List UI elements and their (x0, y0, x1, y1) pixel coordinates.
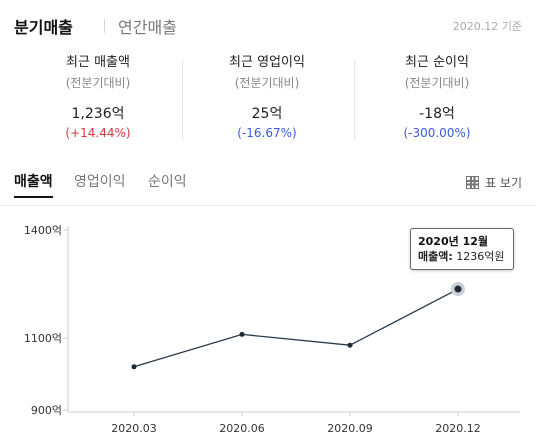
summary-sub: (전분기대비) (404, 76, 470, 90)
x-tick-label: 2020.09 (327, 422, 373, 435)
summary-operating-profit: 최근 영업이익 (전분기대비) 25억 (-16.67%) (178, 54, 356, 142)
y-tick-label: 1100억 (24, 332, 62, 345)
summary-net-income: 최근 순이익 (전분기대비) -18억 (-300.00%) (348, 54, 526, 142)
table-view-label: 표 보기 (485, 176, 522, 190)
header: 분기매출 연간매출 2020.12 기준 (14, 14, 522, 40)
y-tick-label: 900억 (31, 404, 62, 417)
x-tick-label: 2020.03 (111, 422, 157, 435)
tooltip-title: 2020년 12월 (418, 235, 488, 248)
tab-separator (104, 19, 105, 33)
tab-annual-sales[interactable]: 연간매출 (118, 18, 177, 37)
series-line (133, 288, 459, 368)
summary-value: 1,236억 (71, 106, 125, 122)
metric-tabs: 매출액 영업이익 순이익 표 보기 (14, 172, 522, 200)
chart-tooltip: 2020년 12월 매출액: 1236억원 (410, 228, 514, 270)
summary-sub: (전분기대비) (234, 76, 300, 90)
tab-revenue[interactable]: 매출액 (14, 172, 53, 198)
tab-net-income[interactable]: 순이익 (148, 174, 187, 190)
summary-value: 25억 (251, 106, 283, 122)
data-point (347, 342, 353, 348)
basis-date: 2020.12 기준 (452, 20, 522, 33)
summary-sub: (전분기대비) (65, 76, 131, 90)
summary-panel: 최근 매출액 (전분기대비) 1,236억 (+14.44%) 최근 영업이익 … (0, 54, 536, 142)
summary-change: (-300.00%) (403, 126, 471, 140)
summary-revenue: 최근 매출액 (전분기대비) 1,236억 (+14.44%) (9, 54, 187, 142)
tooltip-value: 1236억원 (456, 250, 505, 263)
summary-divider (354, 60, 355, 140)
summary-change: (+14.44%) (65, 126, 131, 140)
data-point (239, 331, 245, 337)
tooltip-row: 매출액: 1236억원 (418, 249, 506, 264)
data-point (131, 364, 137, 370)
x-tick-label: 2020.06 (219, 422, 265, 435)
summary-label: 최근 영업이익 (229, 55, 305, 70)
table-view-button[interactable]: 표 보기 (466, 174, 522, 191)
tab-quarterly-sales[interactable]: 분기매출 (14, 18, 73, 37)
summary-label: 최근 매출액 (66, 55, 130, 70)
summary-divider (182, 60, 183, 140)
y-tick-label: 1400억 (24, 224, 62, 237)
revenue-line-chart: 1400억 1100억 900억 2020.03 2020.06 2020.09 2020.… (24, 224, 520, 435)
table-icon (466, 176, 480, 189)
data-point-highlighted (454, 285, 462, 293)
summary-label: 최근 순이익 (405, 55, 469, 70)
tab-operating-profit[interactable]: 영업이익 (74, 174, 126, 190)
tooltip-label: 매출액: (418, 250, 453, 263)
x-tick-label: 2020.12 (435, 422, 481, 435)
summary-change: (-16.67%) (237, 126, 297, 140)
section-divider (0, 205, 536, 206)
summary-value: -18억 (419, 106, 455, 122)
